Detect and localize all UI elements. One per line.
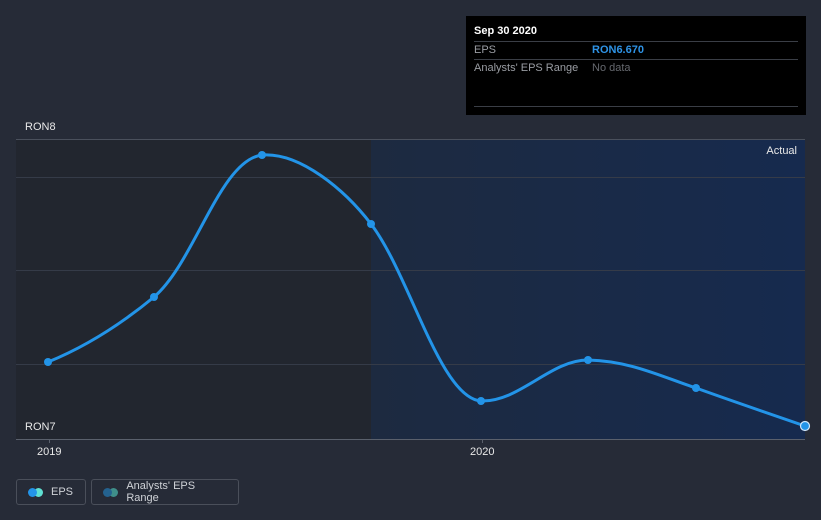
x-axis-label-2019: 2019 — [37, 446, 62, 458]
data-point-selected[interactable] — [799, 420, 811, 432]
range-swatch-icon — [103, 487, 118, 497]
y-axis-label-bottom: RON7 — [25, 421, 56, 433]
data-point[interactable] — [584, 356, 592, 364]
eps-line — [46, 153, 807, 428]
tooltip-divider — [474, 106, 798, 107]
tooltip-row-range: Analysts' EPS Range No data — [474, 59, 798, 77]
actual-region — [371, 139, 805, 439]
legend: EPS Analysts' EPS Range — [16, 479, 239, 505]
actual-region-label: Actual — [766, 145, 797, 157]
data-point[interactable] — [692, 384, 700, 392]
tooltip-eps-label: EPS — [474, 44, 497, 56]
data-point[interactable] — [150, 293, 158, 301]
tooltip-range-label: Analysts' EPS Range — [474, 62, 579, 74]
data-point[interactable] — [258, 151, 266, 159]
eps-swatch-icon — [28, 487, 43, 497]
y-axis-label-top: RON8 — [25, 121, 56, 133]
eps-points — [44, 151, 700, 405]
tooltip-eps-value: RON6.670 — [592, 44, 644, 56]
legend-item-eps[interactable]: EPS — [16, 479, 86, 505]
data-point[interactable] — [477, 397, 485, 405]
data-point[interactable] — [367, 220, 375, 228]
past-region — [16, 139, 371, 439]
legend-label-analysts-range: Analysts' EPS Range — [126, 480, 196, 504]
tooltip-row-eps: EPS RON6.670 — [474, 41, 798, 59]
tooltip: Sep 30 2020 EPS RON6.670 Analysts' EPS R… — [466, 16, 806, 115]
data-point[interactable] — [44, 358, 52, 366]
legend-item-analysts-range[interactable]: Analysts' EPS Range — [91, 479, 239, 505]
legend-label-eps: EPS — [50, 486, 73, 498]
tooltip-range-value: No data — [592, 62, 631, 74]
tooltip-date: Sep 30 2020 — [474, 25, 537, 37]
x-axis-label-2020: 2020 — [470, 446, 495, 458]
